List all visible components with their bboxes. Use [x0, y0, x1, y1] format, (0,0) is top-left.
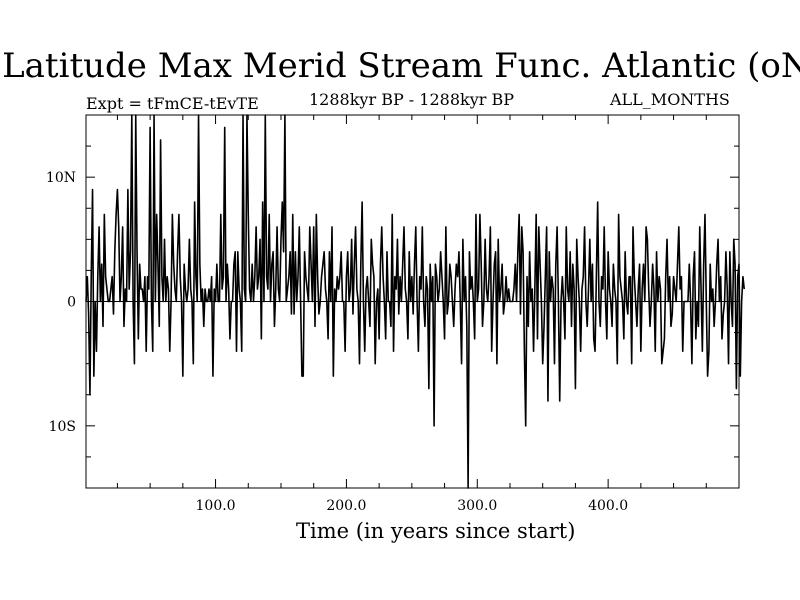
- plot-frame: [85, 114, 740, 489]
- series-line: [85, 114, 746, 489]
- x-axis-label: Time (in years since start): [296, 519, 576, 543]
- x-tick-label: 200.0: [326, 498, 366, 514]
- months-label: ALL_MONTHS: [610, 90, 730, 109]
- period-label: 1288kyr BP - 1288kyr BP: [309, 90, 514, 109]
- y-tick-label: 0: [67, 295, 76, 311]
- chart-title: Latitude Max Merid Stream Func. Atlantic…: [2, 46, 800, 86]
- x-tick-label: 400.0: [588, 498, 628, 514]
- y-tick-label: 10N: [46, 170, 76, 186]
- y-tick-label: 10S: [49, 419, 76, 435]
- tick-labels: 100.0 200.0 300.0 400.0 10N 0 10S: [46, 170, 628, 514]
- x-tick-label: 100.0: [196, 498, 236, 514]
- x-tick-label: 300.0: [457, 498, 497, 514]
- experiment-label: Expt = tFmCE-tEvTE: [86, 94, 259, 113]
